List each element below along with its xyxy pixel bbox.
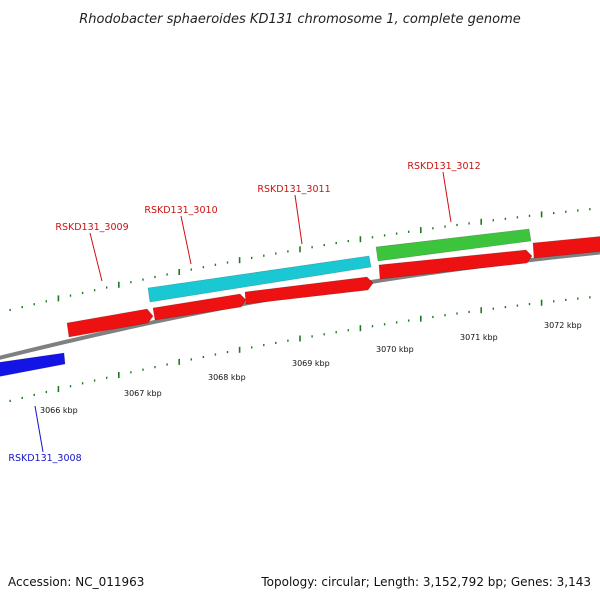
- leader-line-rskd131-3012: [442, 171, 452, 223]
- leader-line-rskd131-3010: [180, 215, 192, 265]
- gene-arrow-rskd131-3010[interactable]: [147, 255, 372, 303]
- gene-arrow-rskd131-3012[interactable]: [375, 228, 532, 262]
- gene-arrow-red-5[interactable]: [532, 236, 600, 259]
- ruler-label: 3066 kbp: [40, 406, 78, 415]
- ruler-label: 3070 kbp: [376, 345, 414, 354]
- gene-label-rskd131-3009[interactable]: RSKD131_3009: [55, 222, 128, 233]
- gene-label-rskd131-3012[interactable]: RSKD131_3012: [407, 161, 480, 172]
- ruler-label: 3067 kbp: [124, 389, 162, 398]
- gene-label-rskd131-3011[interactable]: RSKD131_3011: [257, 184, 330, 195]
- genome-summary-text: Topology: circular; Length: 3,152,792 bp…: [260, 575, 591, 589]
- ruler-label: 3072 kbp: [544, 321, 582, 330]
- leader-line-rskd131-3008: [34, 405, 44, 453]
- gene-arrow-red-2[interactable]: [152, 293, 247, 321]
- outer-tick-ruler: [9, 208, 591, 312]
- map-title: Rhodobacter sphaeroides KD131 chromosome…: [79, 12, 520, 27]
- leader-line-rskd131-3011: [294, 194, 303, 245]
- gene-arrow-rskd131-3008[interactable]: [0, 352, 66, 377]
- gene-label-rskd131-3010[interactable]: RSKD131_3010: [144, 205, 217, 216]
- ruler-label: 3068 kbp: [208, 373, 246, 382]
- ruler-label: 3071 kbp: [460, 333, 498, 342]
- ruler-label: 3069 kbp: [292, 359, 330, 368]
- gene-arrow-red-4[interactable]: [378, 249, 533, 280]
- gene-label-rskd131-3008[interactable]: RSKD131_3008: [8, 453, 81, 464]
- ruler-labels: 3066 kbp 3067 kbp 3068 kbp 3069 kbp 3070…: [40, 321, 582, 415]
- gene-arrow-red-1[interactable]: [66, 308, 154, 338]
- inner-tick-ruler: [9, 296, 591, 402]
- gene-arrow-red-3[interactable]: [244, 276, 374, 305]
- accession-text: Accession: NC_011963: [8, 575, 144, 589]
- leader-line-rskd131-3009: [89, 232, 103, 282]
- gene-labels: RSKD131_3009 RSKD131_3010 RSKD131_3011 R…: [8, 161, 480, 464]
- gene-track: [0, 228, 600, 377]
